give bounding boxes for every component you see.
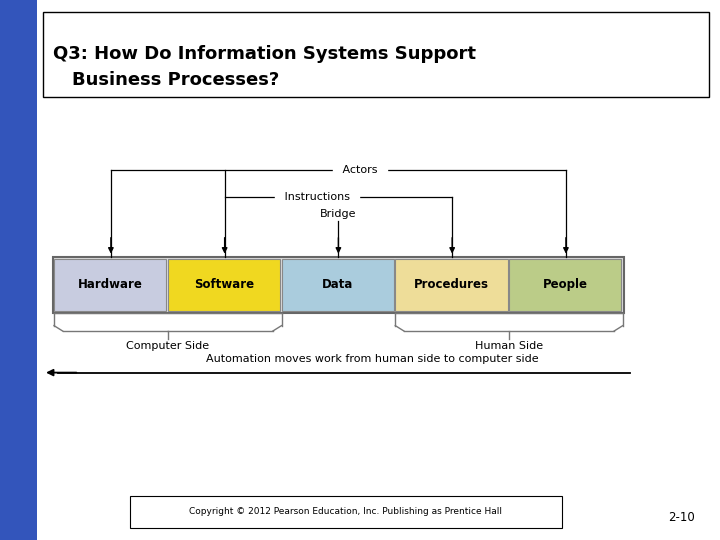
Bar (0, 0, 37, 540)
Text: Hardware: Hardware (78, 278, 143, 292)
Text: Automation moves work from human side to computer side: Automation moves work from human side to… (207, 354, 539, 364)
Text: Procedures: Procedures (414, 278, 489, 292)
Text: Computer Side: Computer Side (126, 341, 210, 351)
Bar (282, 259, 394, 310)
Text: 2-10: 2-10 (668, 511, 695, 524)
Text: Copyright © 2012 Pearson Education, Inc. Publishing as Prentice Hall: Copyright © 2012 Pearson Education, Inc.… (189, 508, 502, 516)
Text: Software: Software (194, 278, 254, 292)
Text: People: People (543, 278, 588, 292)
Bar (54, 259, 166, 310)
Text: Instructions: Instructions (281, 192, 353, 202)
Bar (168, 259, 280, 310)
Text: Human Side: Human Side (475, 341, 543, 351)
Bar (43, 12, 709, 97)
Text: Business Processes?: Business Processes? (72, 71, 279, 89)
Bar (395, 259, 508, 310)
Text: Q3: How Do Information Systems Support: Q3: How Do Information Systems Support (53, 45, 475, 63)
Text: Actors: Actors (339, 165, 381, 175)
Text: Bridge: Bridge (320, 208, 356, 219)
Bar (53, 256, 624, 313)
Bar (130, 496, 562, 528)
Bar (509, 259, 621, 310)
Text: Data: Data (322, 278, 354, 292)
